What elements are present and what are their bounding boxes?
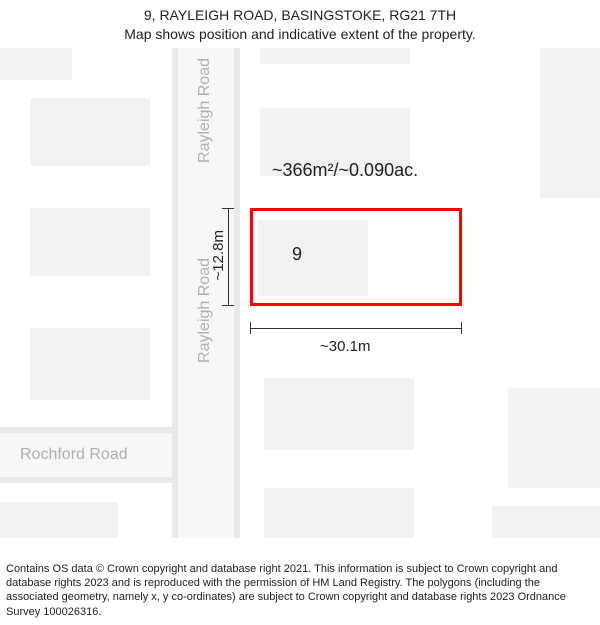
road-edge-3 — [0, 477, 178, 483]
building-1 — [30, 98, 150, 166]
dim-label-width: ~30.1m — [320, 338, 370, 355]
dim-tick-w-left — [250, 322, 251, 334]
dim-tick-h-bot — [222, 305, 234, 306]
header: 9, RAYLEIGH ROAD, BASINGSTOKE, RG21 7TH … — [0, 6, 600, 44]
road-edge-2 — [0, 427, 178, 433]
dim-tick-h-top — [222, 208, 234, 209]
property-highlight — [250, 208, 462, 306]
map-canvas: 9~366m²/~0.090ac.Rayleigh RoadRayleigh R… — [0, 48, 600, 538]
building-11 — [508, 388, 600, 488]
dim-line-height — [228, 208, 229, 306]
building-9 — [264, 488, 414, 538]
dim-label-height: ~12.8m — [210, 230, 227, 280]
copyright-text: Contains OS data © Crown copyright and d… — [6, 563, 566, 618]
road-edge-1 — [234, 48, 240, 538]
building-8 — [264, 378, 414, 450]
page-subtitle: Map shows position and indicative extent… — [0, 25, 600, 44]
building-3 — [30, 328, 150, 400]
road-label-0: Rayleigh Road — [196, 58, 214, 163]
road-edge-0 — [172, 48, 178, 538]
road-label-2: Rochford Road — [20, 446, 128, 464]
dim-line-width — [250, 328, 462, 329]
building-4 — [0, 502, 118, 538]
plot-number: 9 — [292, 244, 302, 265]
dim-tick-w-right — [461, 322, 462, 334]
building-2 — [30, 208, 150, 276]
copyright-footer: Contains OS data © Crown copyright and d… — [6, 562, 594, 619]
building-5 — [260, 48, 410, 64]
building-12 — [492, 506, 600, 538]
area-label: ~366m²/~0.090ac. — [272, 160, 418, 181]
page: 9, RAYLEIGH ROAD, BASINGSTOKE, RG21 7TH … — [0, 0, 600, 625]
building-10 — [540, 48, 600, 198]
page-title: 9, RAYLEIGH ROAD, BASINGSTOKE, RG21 7TH — [0, 6, 600, 25]
building-0 — [0, 48, 72, 80]
